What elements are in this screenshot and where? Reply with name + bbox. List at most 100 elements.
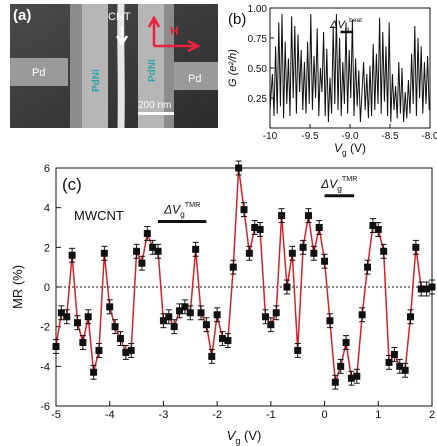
x-tick-label-c: 2 bbox=[429, 409, 435, 421]
data-marker bbox=[315, 224, 323, 231]
pd-left-label: Pd bbox=[32, 67, 45, 79]
data-marker bbox=[219, 335, 227, 343]
tmr-period-label-1: ΔVgTMR bbox=[163, 200, 200, 219]
cnt-label: CNT bbox=[108, 11, 131, 23]
mr-data-point bbox=[170, 319, 178, 335]
magnetoresistance-chart: -5 -4 -3 -2 -1 0 1 2 -6 -4 -2 0 2 4 6 (c) MWCNT ΔVgTMR ΔVg… bbox=[0, 160, 437, 446]
y-tick-label-c: -2 bbox=[40, 322, 50, 334]
mr-data-point bbox=[149, 239, 157, 255]
panel-b-label: (b) bbox=[228, 11, 246, 28]
conductance-chart: (b) -10 -9.5 -9.0 -8.5 -8.0 0.25 0.50 0.75 1.00 ΔV… bbox=[220, 0, 437, 160]
carbon-nanotube bbox=[117, 3, 125, 129]
data-marker bbox=[251, 224, 259, 231]
mr-data-point bbox=[321, 253, 329, 269]
mr-data-point bbox=[299, 239, 307, 255]
data-marker bbox=[331, 378, 339, 386]
x-tick-label-b: -8.5 bbox=[381, 131, 399, 142]
mr-data-point bbox=[90, 364, 98, 380]
beat-period-label: ΔVgbeat bbox=[329, 17, 362, 33]
mr-data-point bbox=[428, 279, 436, 295]
mr-data-point bbox=[106, 299, 114, 315]
data-marker bbox=[235, 164, 243, 172]
pdni-right-label: PdNi bbox=[147, 59, 158, 82]
magnetoresistance-chart-svg: -5 -4 -3 -2 -1 0 1 2 -6 -4 -2 0 2 4 6 (c) MWCNT ΔVgTMR ΔVg… bbox=[10, 160, 436, 446]
mr-data-point bbox=[364, 259, 372, 275]
x-axis-label-c: Vg (V) bbox=[227, 428, 262, 446]
mr-data-point bbox=[380, 243, 388, 259]
mr-data-point bbox=[288, 245, 296, 261]
conductance-series-line bbox=[269, 13, 430, 123]
mr-data-point bbox=[73, 315, 81, 331]
mr-data-point bbox=[186, 305, 194, 321]
pd-right-label: Pd bbox=[188, 73, 201, 85]
data-marker bbox=[245, 249, 253, 257]
mr-series-line bbox=[55, 167, 433, 383]
data-marker bbox=[407, 313, 415, 321]
data-marker bbox=[176, 307, 184, 315]
data-marker bbox=[202, 321, 210, 329]
data-marker bbox=[197, 309, 205, 317]
mr-data-point bbox=[342, 335, 350, 350]
data-marker bbox=[229, 263, 237, 271]
data-marker bbox=[380, 247, 388, 255]
data-marker bbox=[100, 249, 108, 257]
mr-data-point bbox=[347, 370, 355, 386]
mr-data-point bbox=[315, 220, 323, 235]
data-marker bbox=[84, 313, 92, 321]
x-tick-label-c: -3 bbox=[159, 409, 169, 421]
mr-data-point bbox=[224, 333, 232, 348]
data-marker bbox=[213, 311, 221, 319]
mr-data-point bbox=[417, 281, 425, 297]
data-marker bbox=[127, 346, 135, 354]
mr-data-point bbox=[192, 241, 200, 257]
data-marker bbox=[347, 374, 355, 382]
scalebar-label: 200 nm bbox=[138, 100, 171, 111]
x-tick-label-c: 0 bbox=[322, 409, 328, 421]
mr-data-point bbox=[407, 309, 415, 325]
data-marker bbox=[299, 243, 307, 251]
mr-data-point bbox=[374, 222, 382, 237]
x-tick-label-c: -2 bbox=[212, 409, 222, 421]
data-marker bbox=[138, 259, 146, 267]
y-axis-label-b: G (e²/h) bbox=[227, 49, 239, 87]
data-marker bbox=[310, 249, 318, 257]
sem-image-panel: (a) CNT H Pd Pd PdNi PdNi 200 nm bbox=[0, 0, 220, 132]
y-axis-label-c: MR (%) bbox=[10, 265, 25, 309]
series-label-mwcnt: MWCNT bbox=[74, 208, 124, 223]
data-marker bbox=[364, 263, 372, 271]
data-marker bbox=[283, 283, 291, 291]
mr-data-point bbox=[310, 245, 318, 261]
data-marker bbox=[342, 339, 350, 347]
mr-data-point bbox=[353, 368, 361, 384]
data-marker bbox=[261, 313, 269, 321]
mr-data-point bbox=[337, 358, 345, 374]
x-tick-label-c: -5 bbox=[51, 409, 61, 421]
mr-data-point bbox=[219, 331, 227, 347]
mr-data-point bbox=[165, 309, 173, 325]
mr-data-point bbox=[267, 317, 275, 333]
mr-data-point bbox=[401, 362, 409, 378]
data-marker bbox=[385, 358, 393, 366]
data-marker bbox=[122, 348, 130, 356]
data-marker bbox=[95, 346, 103, 354]
x-tick-label-b: -9.0 bbox=[341, 131, 359, 142]
mr-data-point bbox=[143, 226, 151, 241]
y-tick-label-b: 0.75 bbox=[248, 34, 268, 45]
x-axis-label-b: Vg (V) bbox=[334, 141, 366, 158]
data-marker bbox=[106, 303, 114, 311]
mr-data-point bbox=[256, 222, 264, 237]
data-marker bbox=[326, 317, 334, 325]
data-marker bbox=[304, 212, 312, 220]
mr-data-point bbox=[294, 343, 302, 358]
pd-electrode-left bbox=[10, 58, 68, 86]
pdni-contact-left bbox=[82, 4, 108, 128]
data-marker bbox=[159, 317, 167, 325]
mr-data-point bbox=[63, 309, 71, 325]
data-marker bbox=[186, 309, 194, 317]
mr-data-point bbox=[213, 307, 221, 323]
mr-data-point bbox=[116, 331, 124, 347]
cnt-arrow-icon bbox=[115, 26, 129, 47]
y-tick-label-c: 2 bbox=[44, 242, 50, 254]
x-tick-label-b: -8.0 bbox=[421, 131, 437, 142]
data-marker bbox=[165, 313, 173, 321]
